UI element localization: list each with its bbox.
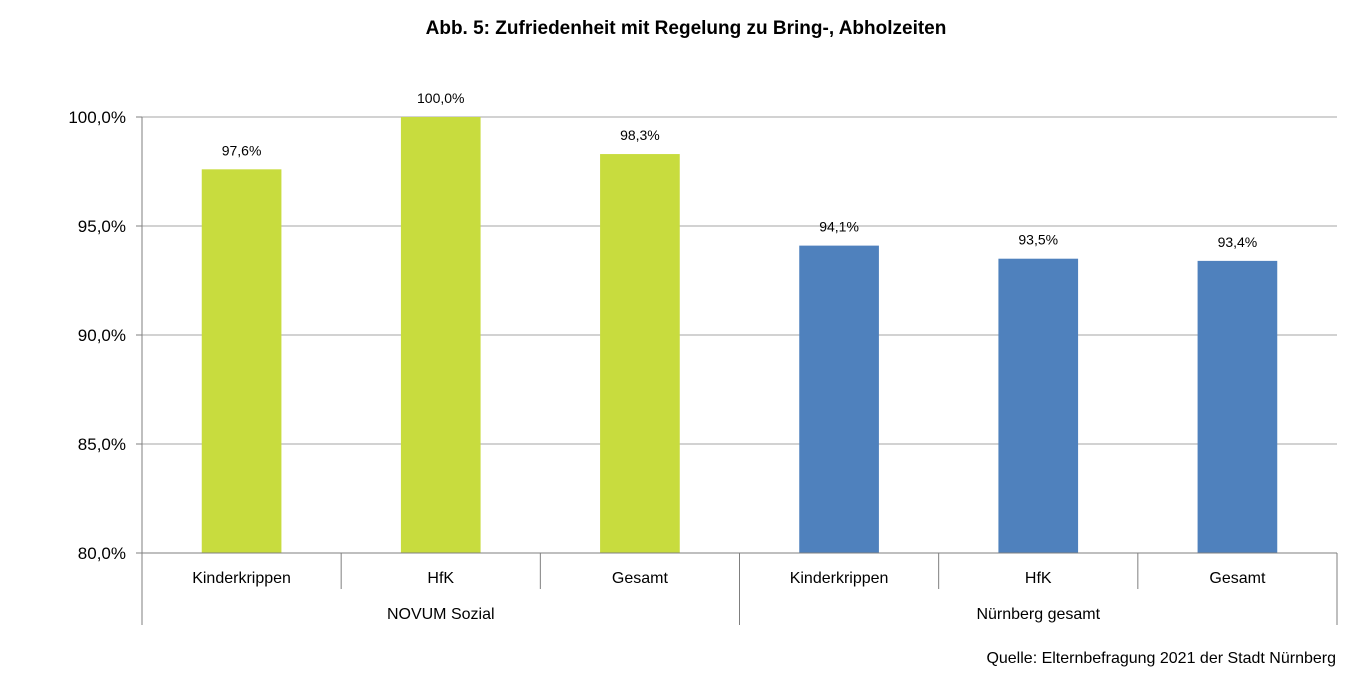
y-tick-label: 80,0% — [78, 544, 126, 563]
data-label: 97,6% — [222, 142, 262, 158]
x-tick-label: Gesamt — [1209, 570, 1266, 587]
x-tick-label: Kinderkrippen — [790, 570, 889, 587]
data-label: 94,1% — [819, 219, 859, 235]
x-tick-label: HfK — [1025, 570, 1052, 587]
source-note: Quelle: Elternbefragung 2021 der Stadt N… — [986, 650, 1336, 667]
y-tick-label: 100,0% — [68, 108, 126, 127]
group-label: NOVUM Sozial — [387, 606, 495, 623]
bar — [201, 169, 282, 553]
bar — [600, 154, 680, 553]
y-tick-label: 85,0% — [78, 435, 126, 454]
data-label: 93,4% — [1218, 234, 1258, 250]
y-tick-label: 90,0% — [78, 326, 126, 345]
data-label: 93,5% — [1018, 232, 1058, 248]
bar — [799, 245, 879, 553]
x-tick-label: HfK — [427, 570, 454, 587]
y-tick-label: 95,0% — [78, 217, 126, 236]
bar — [400, 117, 481, 553]
bar — [998, 258, 1079, 553]
data-label: 100,0% — [417, 90, 464, 106]
data-label: 98,3% — [620, 127, 660, 143]
group-label: Nürnberg gesamt — [976, 606, 1100, 623]
x-tick-label: Kinderkrippen — [192, 570, 291, 587]
bar — [1197, 260, 1278, 553]
chart-title: Abb. 5: Zufriedenheit mit Regelung zu Br… — [425, 18, 947, 39]
x-tick-label: Gesamt — [612, 570, 669, 587]
